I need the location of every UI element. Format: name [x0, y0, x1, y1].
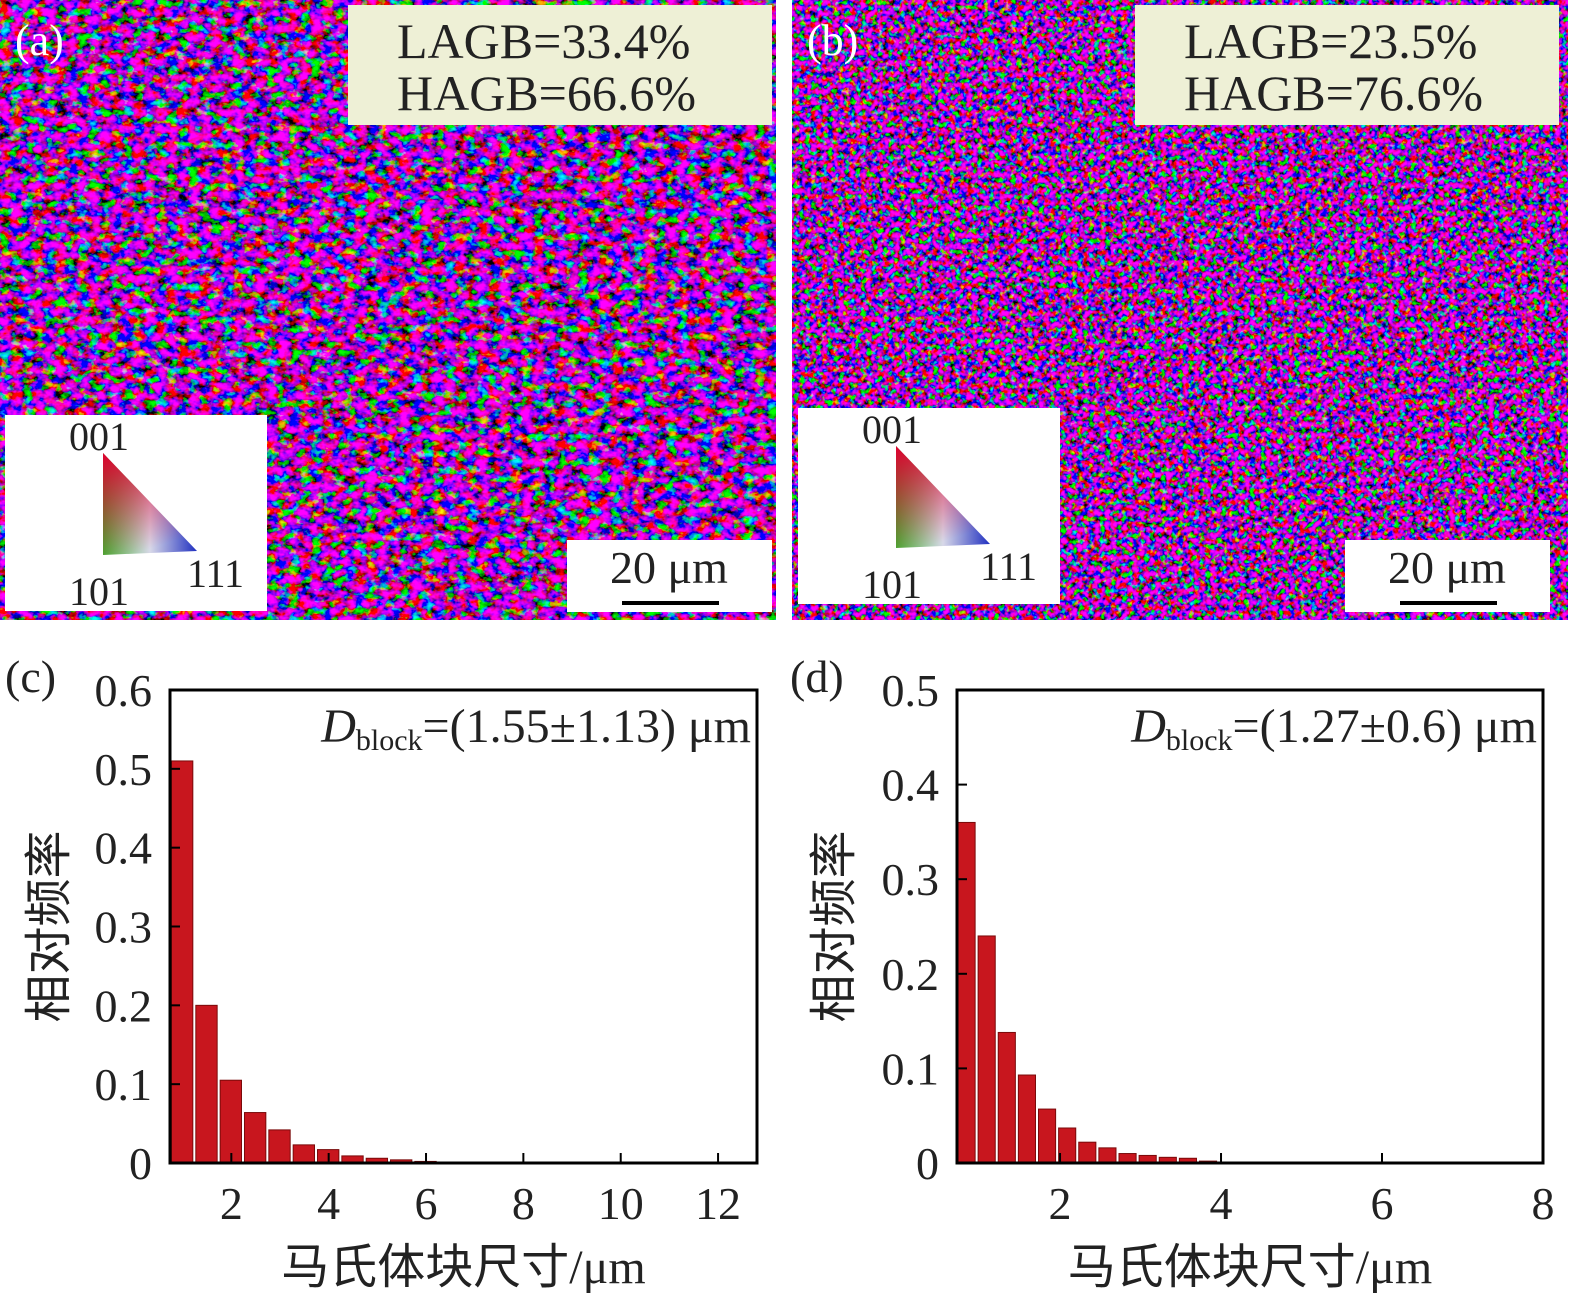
x-tick-label: 8 — [1532, 1178, 1555, 1229]
boundary-box — [348, 5, 772, 125]
bar — [243, 1112, 267, 1164]
bar — [268, 1129, 291, 1164]
y-tick-label: 0.2 — [95, 980, 153, 1031]
plot-frame — [168, 688, 759, 1165]
x-tick-label: 4 — [317, 1178, 340, 1229]
x-tick-label: 2 — [220, 1178, 243, 1229]
x-axis-label: 马氏体块尺寸/μm — [1068, 1241, 1432, 1294]
bar — [1058, 1127, 1077, 1164]
hagb-text: HAGB=76.6% — [1184, 65, 1483, 121]
scale-box — [1345, 540, 1550, 612]
bar — [219, 1079, 242, 1164]
hagb-text: HAGB=66.6% — [397, 65, 696, 121]
bar — [170, 760, 194, 1164]
x-tick-label: 2 — [1049, 1178, 1072, 1229]
bar — [1078, 1141, 1097, 1164]
lagb-text: LAGB=23.5% — [1184, 13, 1477, 69]
y-tick-label: 0.3 — [95, 902, 153, 953]
y-tick-label: 0 — [916, 1138, 939, 1189]
panel-label: (d) — [790, 651, 844, 702]
annotation-text: =(1.55±1.13) μm — [423, 700, 751, 753]
bar — [1037, 1108, 1057, 1164]
y-axis-label: 相对频率 — [808, 830, 861, 1022]
lagb-text: LAGB=33.4% — [397, 13, 690, 69]
annotation-symbol: D — [320, 700, 356, 753]
annotation-text: =(1.27±0.6) μm — [1233, 700, 1537, 753]
bar — [957, 821, 976, 1164]
x-tick-label: 12 — [695, 1178, 741, 1229]
plot-frame — [955, 688, 1545, 1165]
annotation-subscript: block — [356, 724, 423, 757]
y-tick-label: 0.4 — [882, 760, 940, 811]
ipf-label: 001 — [69, 414, 129, 459]
bar — [1017, 1074, 1036, 1164]
scale-text: 20 μm — [1388, 542, 1506, 593]
ipf-label: 111 — [980, 544, 1037, 589]
y-tick-label: 0.1 — [95, 1059, 153, 1110]
y-tick-label: 0.2 — [882, 949, 940, 1000]
scale-box — [567, 540, 772, 612]
bar — [977, 935, 996, 1164]
boundary-box — [1135, 5, 1559, 125]
panel-label: (c) — [5, 651, 56, 702]
x-tick-label: 6 — [415, 1178, 438, 1229]
annotation-subscript: block — [1166, 724, 1233, 757]
bar — [997, 1031, 1016, 1164]
x-tick-label: 8 — [512, 1178, 535, 1229]
y-tick-label: 0.4 — [95, 823, 153, 874]
ipf-label: 001 — [862, 407, 922, 452]
panel-label: (b) — [807, 16, 858, 65]
y-tick-label: 0.6 — [95, 665, 153, 716]
bar — [195, 1004, 218, 1164]
annotation: Dblock=(1.55±1.13) μm — [320, 700, 751, 757]
panel-label: (a) — [15, 16, 64, 65]
ipf-label: 101 — [69, 569, 129, 614]
scale-text: 20 μm — [610, 542, 728, 593]
y-tick-label: 0 — [129, 1138, 152, 1189]
x-tick-label: 10 — [598, 1178, 644, 1229]
x-tick-label: 6 — [1371, 1178, 1394, 1229]
annotation-symbol: D — [1130, 700, 1166, 753]
ipf-label: 101 — [862, 562, 922, 607]
y-tick-label: 0.3 — [882, 854, 940, 905]
annotation: Dblock=(1.27±0.6) μm — [1130, 700, 1537, 757]
y-axis-label: 相对频率 — [23, 830, 76, 1022]
ipf-label: 111 — [187, 551, 244, 596]
y-tick-label: 0.5 — [95, 744, 153, 795]
bar — [292, 1144, 316, 1164]
y-tick-label: 0.1 — [882, 1043, 940, 1094]
bar — [1098, 1147, 1117, 1164]
y-tick-label: 0.5 — [882, 665, 940, 716]
x-axis-label: 马氏体块尺寸/μm — [281, 1241, 645, 1294]
ipf-triangle-red — [896, 446, 990, 548]
x-tick-label: 4 — [1210, 1178, 1233, 1229]
ipf-triangle-red — [103, 453, 197, 555]
